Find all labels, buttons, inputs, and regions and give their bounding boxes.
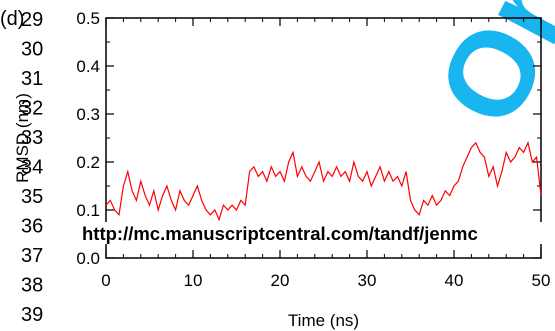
- x-tick-label: 20: [271, 271, 290, 290]
- y-tick-label: 0.4: [76, 57, 100, 76]
- panel-label: (d): [0, 8, 24, 30]
- x-tick-label: 0: [101, 271, 110, 290]
- y-tick-label: 0.5: [76, 9, 100, 28]
- footer-url-background: [80, 222, 555, 244]
- line-number: 37: [21, 245, 43, 267]
- line-number: 34: [21, 157, 43, 179]
- x-tick-label: 50: [532, 271, 551, 290]
- watermark-text: Or: [411, 0, 555, 146]
- y-tick-label: 0.0: [76, 249, 100, 268]
- y-axis: 0.0 0.1 0.2 0.3 0.4 0.5: [76, 9, 541, 268]
- line-number: 36: [21, 216, 43, 238]
- line-number: 35: [21, 186, 43, 208]
- x-axis: 0 10 20 30 40 50: [101, 18, 550, 290]
- line-number: 31: [21, 68, 43, 90]
- x-tick-label: 40: [445, 271, 464, 290]
- x-tick-label: 10: [184, 271, 203, 290]
- line-number-column: 29 30 31 32 33 34 35 36 37 38 39: [21, 9, 43, 326]
- line-number: 33: [21, 127, 43, 149]
- x-tick-label: 30: [358, 271, 377, 290]
- y-tick-label: 0.1: [76, 201, 100, 220]
- plot-area: 0.0 0.1 0.2 0.3 0.4 0.5 0 10 20 30 40 50: [76, 9, 550, 290]
- line-number: 32: [21, 98, 43, 120]
- rmsd-series-line: [105, 140, 542, 222]
- footer-url[interactable]: http://mc.manuscriptcentral.com/tandf/je…: [82, 223, 478, 244]
- y-axis-label: RMSD (nm): [13, 93, 32, 183]
- line-number: 38: [21, 275, 43, 297]
- line-number: 29: [21, 9, 43, 31]
- line-number: 39: [21, 304, 43, 326]
- line-number: 30: [21, 39, 43, 61]
- y-tick-label: 0.2: [76, 153, 100, 172]
- y-tick-label: 0.3: [76, 105, 100, 124]
- x-axis-label: Time (ns): [288, 311, 359, 330]
